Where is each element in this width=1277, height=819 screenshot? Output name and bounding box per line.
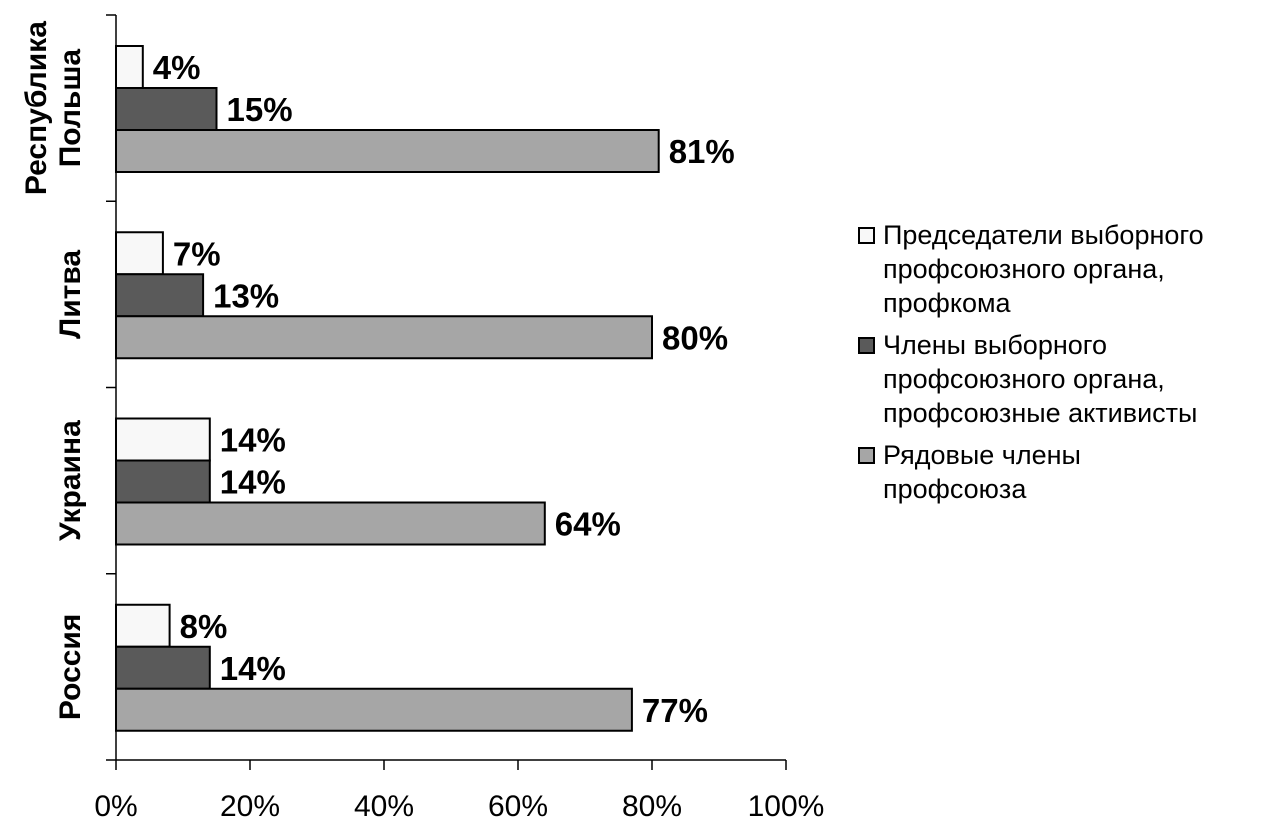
data-label: 64%: [555, 506, 621, 543]
x-tick-label: 20%: [220, 790, 280, 819]
legend-label-chairs: Председатели выборного профсоюзного орга…: [883, 220, 1204, 318]
legend-label-members: Рядовые члены профсоюза: [883, 440, 1081, 504]
data-label: 80%: [662, 319, 728, 356]
bar-3-2: [115, 315, 653, 360]
data-label: 81%: [669, 133, 735, 170]
bar-3-3: [115, 501, 546, 546]
category-label: Россия: [54, 614, 87, 721]
data-label: 77%: [642, 692, 708, 729]
data-label: 15%: [227, 91, 293, 128]
category-label: РеспубликаПольша: [20, 21, 87, 195]
bar-3-1: [115, 129, 660, 173]
bar-1-4: [115, 603, 171, 648]
data-label: 14%: [220, 650, 286, 687]
bar-3-4: [115, 687, 633, 732]
data-label: 14%: [220, 464, 286, 501]
legend-swatch-activists: [858, 337, 875, 354]
bar-2-4: [115, 645, 211, 690]
category-label: Литва: [54, 250, 87, 339]
legend-swatch-chairs: [858, 227, 875, 244]
bar-1-3: [115, 417, 211, 462]
data-label: 4%: [153, 49, 201, 86]
bar-2-3: [115, 459, 211, 504]
legend-swatch-members: [858, 447, 875, 464]
x-tick-label: 100%: [748, 790, 825, 819]
legend-item-chairs: Председатели выборного профсоюзного орга…: [858, 218, 1273, 320]
legend-item-activists: Члены выборного профсоюзного органа, про…: [858, 328, 1273, 430]
data-label: 14%: [220, 422, 286, 459]
data-label: 13%: [213, 277, 279, 314]
bar-1-1: [115, 45, 144, 89]
data-label: 7%: [173, 235, 221, 272]
bar-2-2: [115, 273, 205, 318]
legend-item-members: Рядовые члены профсоюза: [858, 438, 1273, 506]
category-label: Украина: [54, 420, 87, 541]
legend: Председатели выборного профсоюзного орга…: [858, 218, 1273, 514]
x-tick-label: 60%: [488, 790, 548, 819]
legend-label-activists: Члены выборного профсоюзного органа, про…: [883, 330, 1198, 428]
bar-2-1: [115, 87, 218, 131]
x-tick-label: 0%: [94, 790, 137, 819]
data-label: 8%: [180, 608, 228, 645]
x-tick-label: 40%: [354, 790, 414, 819]
bar-1-2: [115, 231, 164, 276]
x-tick-label: 80%: [622, 790, 682, 819]
